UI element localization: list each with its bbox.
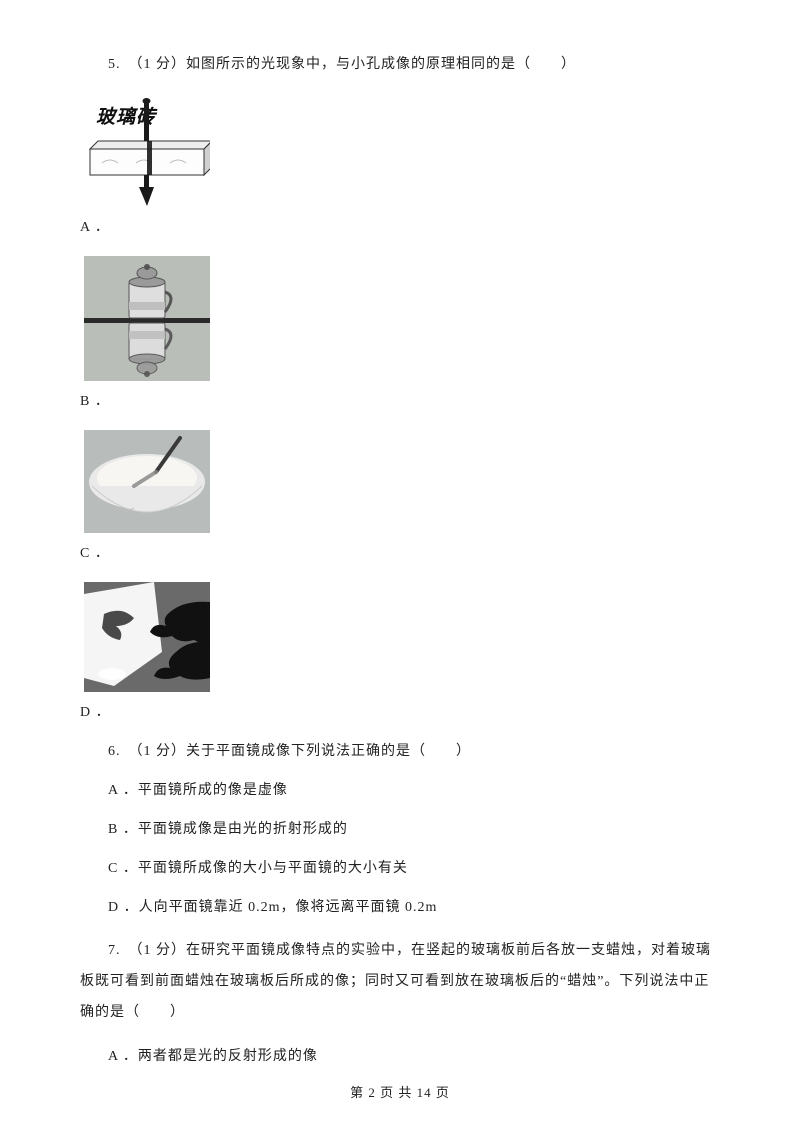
q6-stem: 6. （1 分）关于平面镜成像下列说法正确的是（ ）: [80, 741, 720, 762]
glass-brick-figure: 玻璃砖: [84, 93, 210, 207]
q6-option-C[interactable]: C ．平面镜所成像的大小与平面镜的大小有关: [80, 858, 720, 879]
q5-optA-label: A ．: [80, 217, 110, 238]
q5-imageA: 玻璃砖: [84, 93, 210, 207]
q5-option-C[interactable]: C ．: [80, 430, 720, 564]
q5-option-B[interactable]: B ．: [80, 256, 720, 412]
chopstick-refraction-figure: [84, 430, 210, 533]
q6-option-D[interactable]: D ．人向平面镜靠近 0.2m，像将远离平面镜 0.2m: [80, 897, 720, 918]
q5-optD-label: D ．: [80, 702, 111, 723]
q5-option-D[interactable]: D ．: [80, 582, 720, 723]
q5-optB-label: B ．: [80, 391, 110, 412]
q5-stem: 5. （1 分）如图所示的光现象中，与小孔成像的原理相同的是（ ）: [80, 54, 720, 75]
q5-imageB: [84, 256, 210, 381]
q6-option-A[interactable]: A ．平面镜所成的像是虚像: [80, 780, 720, 801]
shadow-play-figure: [84, 582, 210, 692]
q7-option-A[interactable]: A ．两者都是光的反射形成的像: [80, 1046, 720, 1067]
q6-option-B[interactable]: B ．平面镜成像是由光的折射形成的: [80, 819, 720, 840]
q5-option-A[interactable]: 玻璃砖 A ．: [80, 93, 720, 238]
q7-stem: 7. （1 分）在研究平面镜成像特点的实验中，在竖起的玻璃板前后各放一支蜡烛，对…: [80, 936, 720, 1028]
q5-optC-label: C ．: [80, 543, 110, 564]
q5-imageC: [84, 430, 210, 533]
page-footer: 第 2 页 共 14 页: [0, 1083, 800, 1103]
cup-reflection-figure: [84, 256, 210, 381]
q5-imageD: [84, 582, 210, 692]
